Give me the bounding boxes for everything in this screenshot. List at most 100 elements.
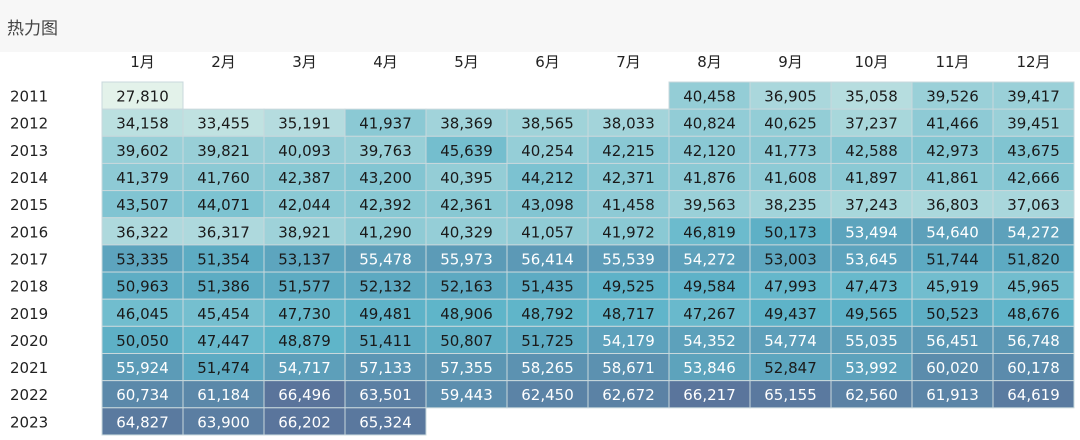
cell-value-label: 50,523 xyxy=(926,305,979,323)
cell-value-label: 45,965 xyxy=(1007,278,1060,296)
cell-value-label: 40,395 xyxy=(440,169,493,187)
heatmap-cell xyxy=(668,217,751,246)
cell-value-label: 41,760 xyxy=(197,169,250,187)
cell-value-label: 38,565 xyxy=(521,115,574,133)
cell-value-label: 51,411 xyxy=(359,332,412,350)
heatmap-cell xyxy=(830,353,913,382)
heatmap-cell xyxy=(911,380,994,409)
cell-value-label: 55,478 xyxy=(359,250,412,268)
heatmap-cell xyxy=(749,353,832,382)
heatmap-cell xyxy=(263,380,346,409)
heatmap-cell xyxy=(749,190,832,219)
cell-value-label: 39,821 xyxy=(197,142,250,160)
cell-value-label: 44,071 xyxy=(197,196,250,214)
cell-value-label: 53,137 xyxy=(278,250,331,268)
heatmap-cell xyxy=(344,298,427,327)
heatmap-cell xyxy=(587,298,670,327)
heatmap-cell xyxy=(344,190,427,219)
column-label: 10月 xyxy=(854,53,888,71)
cell-value-label: 56,451 xyxy=(926,332,979,350)
heatmap-cell xyxy=(749,135,832,164)
heatmap-cell xyxy=(587,162,670,192)
heatmap-cell xyxy=(344,353,427,382)
cell-value-label: 54,774 xyxy=(764,332,817,350)
heatmap-cell xyxy=(182,298,265,327)
heatmap-cell xyxy=(344,108,427,137)
row-label: 2017 xyxy=(10,250,48,268)
cell-value-label: 52,847 xyxy=(764,359,817,377)
cell-value-label: 41,458 xyxy=(602,196,655,214)
heatmap-cell xyxy=(263,162,346,192)
cell-value-label: 50,807 xyxy=(440,332,493,350)
cell-value-label: 40,093 xyxy=(278,142,331,160)
column-label: 12月 xyxy=(1016,53,1050,71)
cell-value-label: 42,973 xyxy=(926,142,979,160)
cell-value-label: 49,584 xyxy=(683,278,736,296)
heatmap-cell xyxy=(101,135,184,164)
cell-value-label: 49,481 xyxy=(359,305,412,323)
cell-value-label: 51,725 xyxy=(521,332,574,350)
column-label: 4月 xyxy=(373,53,398,71)
heatmap-cell xyxy=(587,244,670,273)
cell-value-label: 49,525 xyxy=(602,278,655,296)
column-label: 9月 xyxy=(778,53,803,71)
cell-value-label: 53,335 xyxy=(116,250,169,268)
cell-value-label: 42,588 xyxy=(845,142,898,160)
heatmap-cell xyxy=(506,353,589,382)
heatmap-cell xyxy=(749,380,832,409)
heatmap-cell xyxy=(587,380,670,409)
cell-value-label: 56,748 xyxy=(1007,332,1060,350)
cell-value-label: 58,671 xyxy=(602,359,655,377)
cell-value-label: 38,033 xyxy=(602,115,655,133)
cell-value-label: 48,792 xyxy=(521,305,574,323)
chart-title: 热力图 xyxy=(7,19,58,39)
cell-value-label: 43,507 xyxy=(116,196,169,214)
cell-value-label: 38,369 xyxy=(440,115,493,133)
cell-value-label: 39,526 xyxy=(926,88,979,106)
row-label: 2016 xyxy=(10,223,48,241)
cell-value-label: 45,639 xyxy=(440,142,493,160)
cell-value-label: 41,773 xyxy=(764,142,817,160)
column-label: 2月 xyxy=(211,53,236,71)
heatmap-cell xyxy=(992,108,1075,137)
cell-value-label: 48,676 xyxy=(1007,305,1060,323)
cell-value-label: 51,474 xyxy=(197,359,250,377)
cell-value-label: 64,619 xyxy=(1007,386,1060,404)
heatmap-cell xyxy=(101,244,184,273)
cell-value-label: 66,496 xyxy=(278,386,331,404)
cell-value-label: 39,602 xyxy=(116,142,169,160)
cell-value-label: 49,565 xyxy=(845,305,898,323)
cell-value-label: 58,265 xyxy=(521,359,574,377)
cell-value-label: 40,254 xyxy=(521,142,574,160)
heatmap-cell xyxy=(668,108,751,137)
heatmap-cell xyxy=(425,162,508,192)
cell-value-label: 41,608 xyxy=(764,169,817,187)
cell-value-label: 48,879 xyxy=(278,332,331,350)
heatmap-cell xyxy=(263,217,346,246)
cell-value-label: 34,158 xyxy=(116,115,169,133)
cell-value-label: 63,900 xyxy=(197,413,250,431)
cell-value-label: 36,322 xyxy=(116,223,169,241)
cell-value-label: 40,458 xyxy=(683,88,736,106)
column-label: 1月 xyxy=(130,53,155,71)
cell-value-label: 66,202 xyxy=(278,413,331,431)
heatmap-cell xyxy=(992,380,1075,409)
column-label: 6月 xyxy=(535,53,560,71)
cell-value-label: 27,810 xyxy=(116,88,169,106)
cell-value-label: 41,057 xyxy=(521,223,574,241)
heatmap-cell xyxy=(830,244,913,273)
cell-value-label: 41,937 xyxy=(359,115,412,133)
cell-value-label: 54,179 xyxy=(602,332,655,350)
heatmap-cell xyxy=(911,135,994,164)
cell-value-label: 42,215 xyxy=(602,142,655,160)
heatmap-cell xyxy=(182,135,265,164)
cell-value-label: 47,267 xyxy=(683,305,736,323)
heatmap-cell xyxy=(749,244,832,273)
cell-value-label: 42,044 xyxy=(278,196,331,214)
cell-value-label: 41,379 xyxy=(116,169,169,187)
cell-value-label: 63,501 xyxy=(359,386,412,404)
cell-value-label: 41,897 xyxy=(845,169,898,187)
heatmap-cell xyxy=(263,298,346,327)
cell-value-label: 45,454 xyxy=(197,305,250,323)
cell-value-label: 50,963 xyxy=(116,278,169,296)
